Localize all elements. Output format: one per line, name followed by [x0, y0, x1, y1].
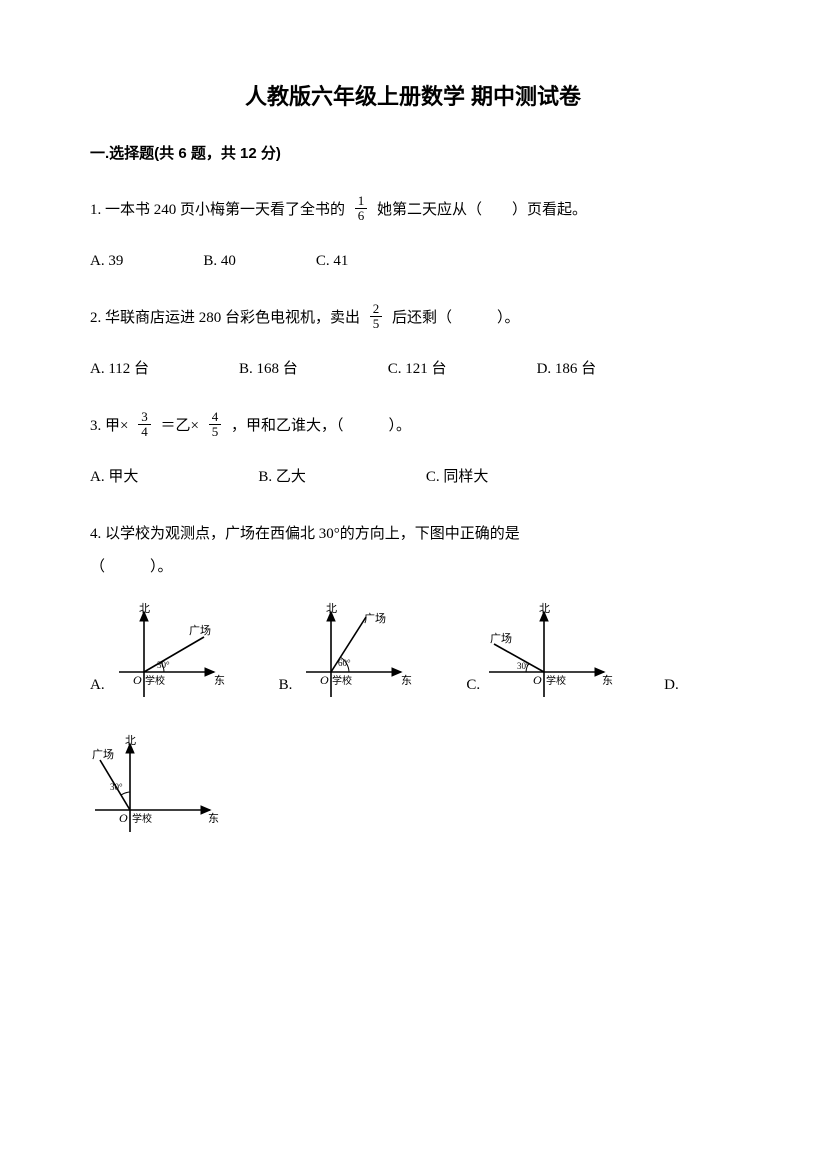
q3-mid: ＝乙× — [160, 418, 202, 434]
q4-diagram-d-label: D. — [664, 669, 683, 702]
svg-text:北: 北 — [125, 734, 136, 747]
q4-diagrams: A. 北 东 学校 O 广场 30° B. — [90, 602, 736, 842]
q3-pre: 3. 甲× — [90, 418, 132, 434]
q4-label-b: B. — [279, 669, 293, 702]
svg-text:广场: 广场 — [92, 747, 114, 761]
svg-text:北: 北 — [139, 602, 150, 615]
q3-fraction-2: 4 5 — [209, 410, 222, 438]
q1-pre: 1. 一本书 240 页小梅第一天看了全书的 — [90, 202, 349, 218]
q1-fraction: 1 6 — [355, 194, 368, 222]
q2-pre: 2. 华联商店运进 280 台彩色电视机，卖出 — [90, 310, 364, 326]
svg-text:北: 北 — [539, 602, 550, 615]
q4-diagram-b: B. 北 东 学校 O 广场 60° — [279, 602, 417, 702]
diagram-d-svg: 北 东 学校 O 广场 30° — [90, 732, 220, 842]
q3-opt-b: B. 乙大 — [258, 461, 306, 494]
q3-post: ，甲和乙谁大，（ ）。 — [231, 418, 411, 434]
section-heading: 一.选择题(共 6 题，共 12 分) — [90, 143, 736, 166]
frac-den: 6 — [355, 209, 368, 223]
question-3: 3. 甲× 3 4 ＝乙× 4 5 ，甲和乙谁大，（ ）。 A. 甲大 B. 乙… — [90, 410, 736, 494]
q2-fraction: 2 5 — [370, 302, 383, 330]
svg-text:O: O — [533, 673, 542, 687]
svg-text:学校: 学校 — [546, 674, 566, 687]
q1-text: 1. 一本书 240 页小梅第一天看了全书的 1 6 她第二天应从（ ）页看起。 — [90, 194, 736, 227]
q1-post: 她第二天应从（ ）页看起。 — [377, 202, 587, 218]
page-title: 人教版六年级上册数学 期中测试卷 — [90, 80, 736, 113]
q4-label-d: D. — [664, 669, 679, 702]
svg-text:O: O — [119, 811, 128, 825]
q4-diagram-d: 北 东 学校 O 广场 30° — [90, 732, 736, 842]
q4-label-c: C. — [466, 669, 480, 702]
q4-label-a: A. — [90, 669, 105, 702]
svg-text:学校: 学校 — [332, 674, 352, 687]
question-4: 4. 以学校为观测点，广场在西偏北 30°的方向上，下图中正确的是 （ ）。 A… — [90, 518, 736, 842]
svg-text:广场: 广场 — [189, 623, 211, 637]
frac-num: 1 — [355, 194, 368, 209]
svg-text:O: O — [133, 673, 142, 687]
frac-den: 5 — [209, 425, 222, 439]
q1-opt-c: C. 41 — [316, 245, 349, 278]
q2-opt-a: A. 112 台 — [90, 353, 149, 386]
q4-diagram-a: A. 北 东 学校 O 广场 30° — [90, 602, 229, 702]
q2-options: A. 112 台 B. 168 台 C. 121 台 D. 186 台 — [90, 353, 736, 386]
q4-line2: （ ）。 — [90, 551, 736, 584]
svg-text:东: 东 — [208, 812, 219, 825]
q2-opt-d: D. 186 台 — [537, 353, 597, 386]
svg-text:30°: 30° — [517, 661, 530, 671]
q2-opt-c: C. 121 台 — [388, 353, 447, 386]
svg-text:60°: 60° — [338, 658, 351, 668]
q2-opt-b: B. 168 台 — [239, 353, 298, 386]
q4-text: 4. 以学校为观测点，广场在西偏北 30°的方向上，下图中正确的是 （ ）。 — [90, 518, 736, 584]
svg-text:东: 东 — [214, 674, 225, 687]
svg-text:广场: 广场 — [364, 611, 386, 625]
diagram-c-svg: 北 东 学校 O 广场 30° — [484, 602, 614, 702]
q2-post: 后还剩（ ）。 — [392, 310, 520, 326]
diagram-a-svg: 北 东 学校 O 广场 30° — [109, 602, 229, 702]
svg-text:东: 东 — [602, 674, 613, 687]
svg-text:学校: 学校 — [145, 674, 165, 687]
q2-text: 2. 华联商店运进 280 台彩色电视机，卖出 2 5 后还剩（ ）。 — [90, 302, 736, 335]
q3-fraction-1: 3 4 — [138, 410, 151, 438]
q1-options: A. 39 B. 40 C. 41 — [90, 245, 736, 278]
question-1: 1. 一本书 240 页小梅第一天看了全书的 1 6 她第二天应从（ ）页看起。… — [90, 194, 736, 278]
frac-num: 4 — [209, 410, 222, 425]
diagram-b-svg: 北 东 学校 O 广场 60° — [296, 602, 416, 702]
q3-options: A. 甲大 B. 乙大 C. 同样大 — [90, 461, 736, 494]
q4-line1: 4. 以学校为观测点，广场在西偏北 30°的方向上，下图中正确的是 — [90, 518, 736, 551]
frac-den: 5 — [370, 317, 383, 331]
q3-text: 3. 甲× 3 4 ＝乙× 4 5 ，甲和乙谁大，（ ）。 — [90, 410, 736, 443]
svg-text:30°: 30° — [157, 660, 170, 670]
q1-opt-b: B. 40 — [203, 245, 236, 278]
svg-text:30°: 30° — [110, 782, 123, 792]
question-2: 2. 华联商店运进 280 台彩色电视机，卖出 2 5 后还剩（ ）。 A. 1… — [90, 302, 736, 386]
svg-text:O: O — [320, 673, 329, 687]
svg-text:北: 北 — [326, 602, 337, 615]
frac-den: 4 — [138, 425, 151, 439]
frac-num: 2 — [370, 302, 383, 317]
svg-text:广场: 广场 — [490, 631, 512, 645]
q1-opt-a: A. 39 — [90, 245, 123, 278]
frac-num: 3 — [138, 410, 151, 425]
q4-diagram-c: C. 北 东 学校 O 广场 30° — [466, 602, 614, 702]
svg-text:学校: 学校 — [132, 812, 152, 825]
svg-text:东: 东 — [401, 674, 412, 687]
q3-opt-c: C. 同样大 — [426, 461, 489, 494]
q3-opt-a: A. 甲大 — [90, 461, 138, 494]
